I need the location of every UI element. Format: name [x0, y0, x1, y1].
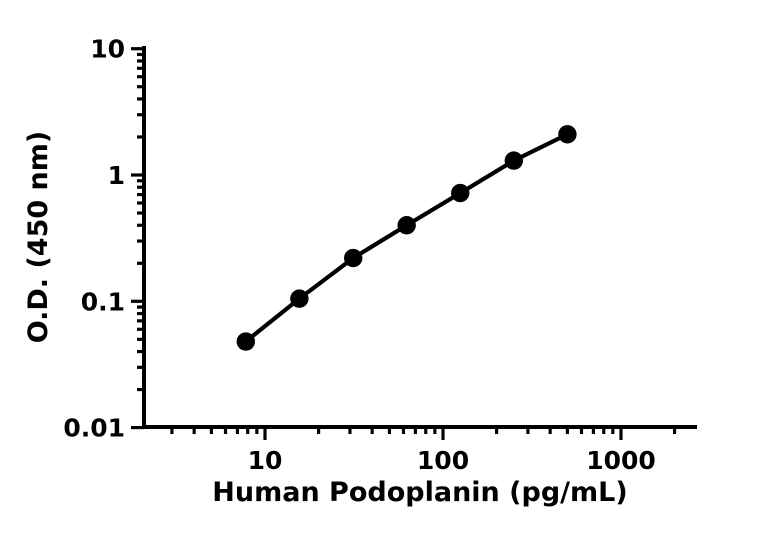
x-tick-label: 100 [417, 446, 469, 475]
y-tick-label: 0.1 [81, 287, 125, 316]
y-axis-tick-labels: 0.01 0.1 1 10 [63, 35, 125, 443]
y-tick-label: 10 [90, 35, 125, 64]
y-tick-label: 1 [108, 161, 125, 190]
data-point [397, 216, 416, 235]
data-point [451, 183, 470, 203]
x-tick-label: 10 [248, 446, 283, 475]
y-tick-label: 0.01 [63, 414, 125, 443]
x-tick-label: 1000 [586, 446, 656, 475]
data-series-points [236, 125, 577, 351]
data-point [236, 332, 255, 351]
data-point [504, 151, 524, 170]
x-axis-title: Human Podoplanin (pg/mL) [212, 477, 627, 508]
y-axis-major-ticks [131, 47, 144, 430]
data-point [558, 125, 577, 144]
data-point [344, 248, 363, 268]
y-axis-title: O.D. (450 nm) [23, 131, 54, 343]
x-axis-tick-labels: 10 100 1000 [248, 446, 656, 475]
data-point [290, 289, 309, 308]
x-axis-major-ticks [263, 427, 623, 440]
